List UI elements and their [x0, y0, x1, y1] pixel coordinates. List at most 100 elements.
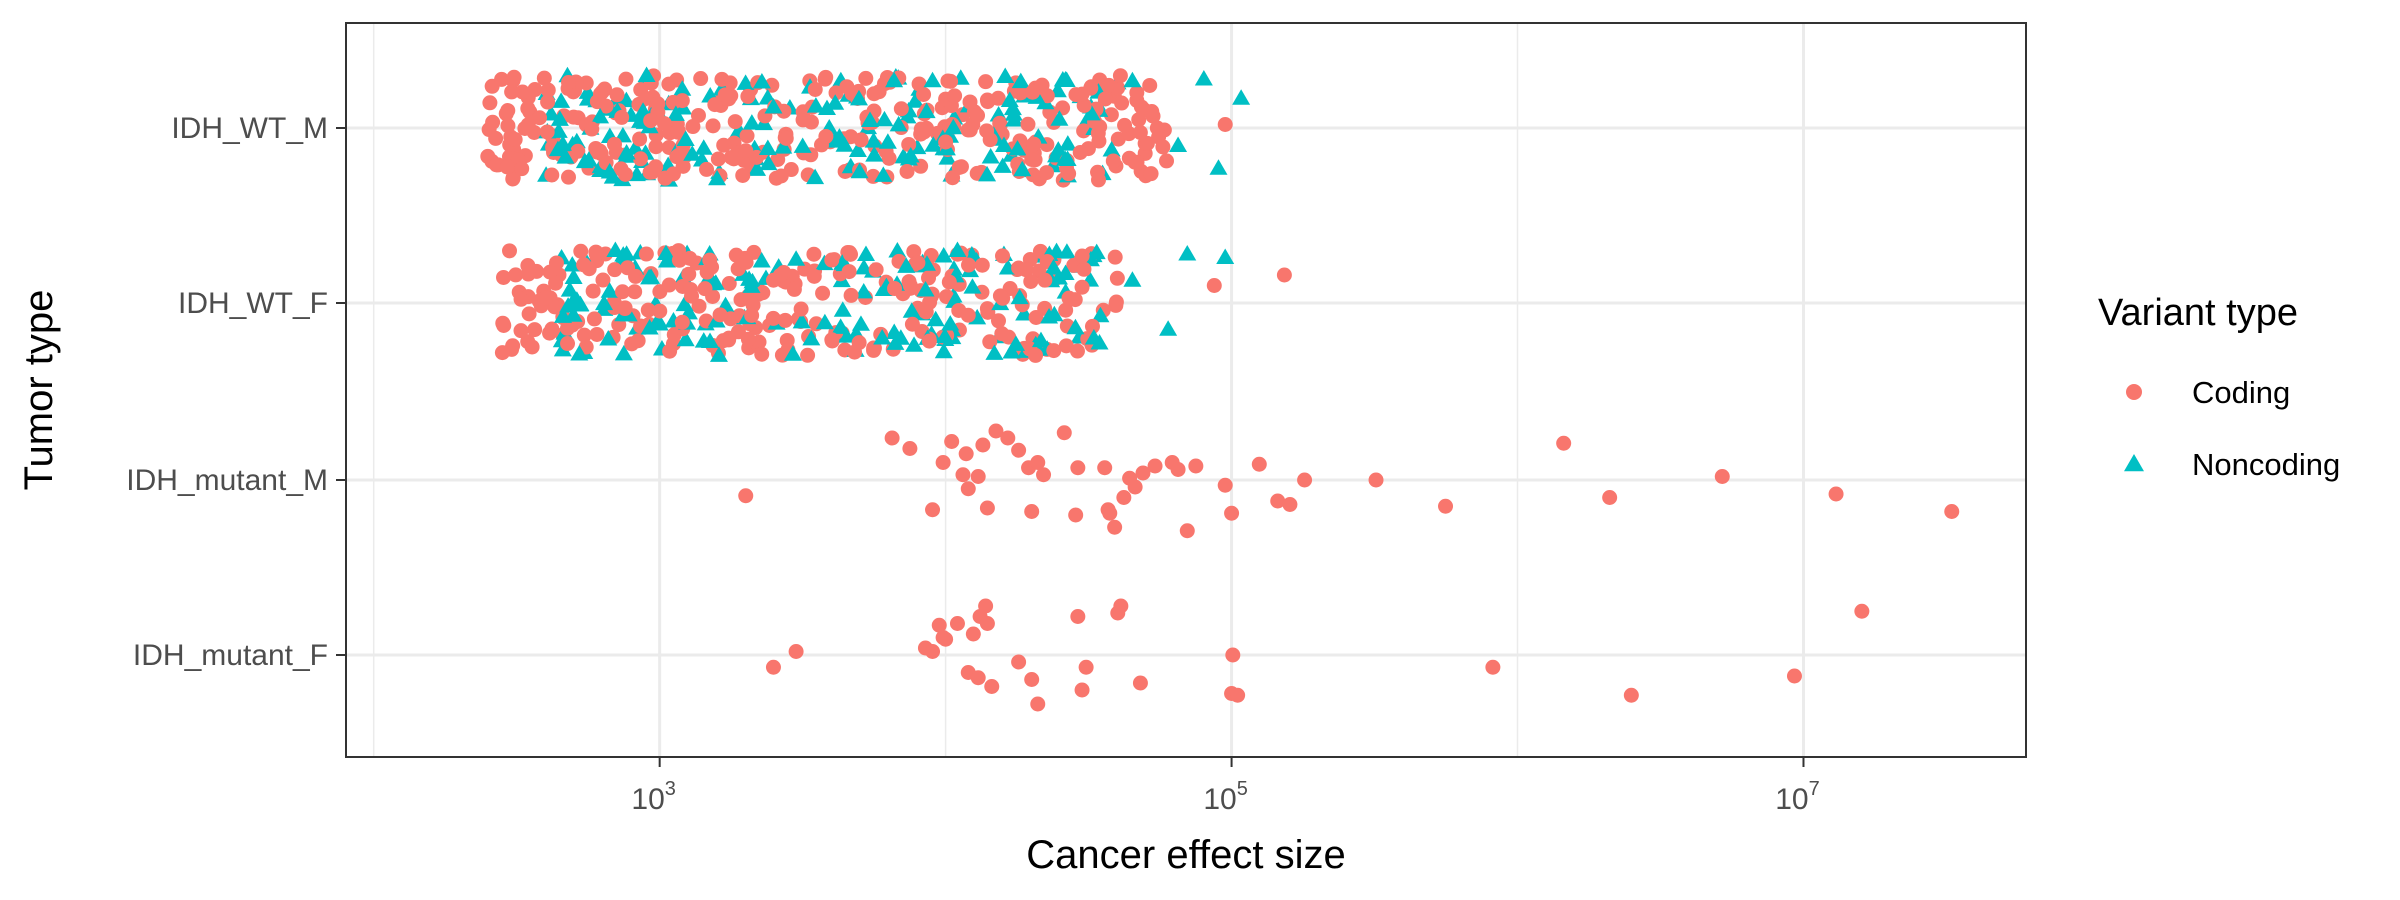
data-point-coding: [617, 301, 633, 317]
data-point-noncoding: [835, 136, 854, 152]
data-point-coding: [1061, 166, 1077, 182]
data-point-noncoding: [1123, 271, 1142, 287]
legend-title: Variant type: [2098, 292, 2298, 334]
data-point-coding: [630, 333, 646, 349]
data-point-coding: [727, 114, 743, 130]
data-point-coding: [1142, 77, 1158, 93]
data-point-noncoding: [591, 107, 610, 124]
data-point-noncoding: [934, 246, 953, 263]
data-point-coding: [786, 281, 802, 297]
data-point-noncoding: [889, 115, 908, 132]
data-point-coding: [980, 304, 996, 320]
data-point-noncoding: [1031, 331, 1050, 348]
data-point-coding: [1230, 687, 1246, 703]
data-point-coding: [1217, 117, 1233, 132]
data-point-coding: [500, 103, 516, 119]
data-point-coding: [1097, 460, 1113, 476]
data-point-coding: [795, 112, 811, 128]
data-point-coding: [1129, 85, 1145, 101]
data-point-coding: [1013, 85, 1029, 101]
y-tick-label: IDH_WT_F: [178, 287, 328, 320]
data-point-noncoding: [875, 110, 894, 127]
data-point-coding: [960, 307, 976, 323]
legend-label-noncoding: Noncoding: [2192, 447, 2340, 482]
data-point-noncoding: [666, 105, 685, 121]
data-point-coding: [536, 70, 552, 86]
data-point-noncoding: [1066, 318, 1085, 335]
data-point-noncoding: [815, 313, 834, 330]
data-point-coding: [1132, 675, 1148, 691]
data-point-coding: [935, 455, 951, 470]
data-point-coding: [699, 161, 715, 177]
data-point-coding: [958, 446, 974, 462]
data-point-coding: [1131, 112, 1147, 128]
data-point-noncoding: [994, 136, 1013, 152]
data-point-noncoding: [627, 165, 646, 182]
data-point-coding: [589, 326, 605, 342]
data-point-coding: [542, 264, 558, 280]
data-point-noncoding: [1102, 140, 1121, 157]
data-point-coding: [1147, 458, 1163, 474]
data-point-coding: [904, 316, 920, 332]
data-point-coding: [1107, 519, 1123, 535]
data-point-coding: [738, 488, 754, 504]
data-point-noncoding: [600, 163, 619, 179]
data-point-coding: [1485, 659, 1501, 675]
data-point-noncoding: [948, 241, 967, 257]
y-tick-label: IDH_mutant_M: [126, 464, 328, 497]
data-point-noncoding: [683, 145, 702, 161]
data-point-coding: [485, 114, 501, 130]
data-point-noncoding: [944, 118, 963, 135]
data-point-coding: [615, 284, 631, 300]
data-point-coding: [1023, 273, 1039, 289]
data-point-coding: [661, 277, 677, 293]
data-point-coding: [500, 118, 516, 134]
data-point-coding: [841, 264, 857, 280]
data-point-noncoding: [888, 241, 907, 258]
data-point-coding: [916, 86, 932, 102]
data-point-noncoding: [1178, 245, 1197, 261]
data-point-coding: [970, 107, 986, 123]
plot-border: [345, 22, 2027, 758]
data-point-coding: [916, 124, 932, 140]
data-point-noncoding: [1044, 258, 1063, 275]
data-point-coding: [570, 143, 586, 159]
data-point-coding: [584, 121, 600, 137]
data-point-coding: [1011, 442, 1027, 458]
data-point-coding: [1036, 467, 1052, 483]
data-point-noncoding: [575, 152, 594, 169]
data-point-coding: [901, 274, 917, 290]
data-point-coding: [1030, 696, 1046, 712]
data-point-coding: [818, 69, 834, 85]
data-point-noncoding: [886, 334, 905, 350]
data-point-coding: [1135, 465, 1151, 481]
data-point-coding: [607, 262, 623, 278]
data-point-coding: [566, 109, 582, 125]
data-point-noncoding: [571, 295, 590, 312]
data-point-noncoding: [599, 330, 618, 346]
data-point-noncoding: [865, 146, 884, 162]
data-point-noncoding: [553, 135, 572, 151]
data-point-noncoding: [831, 318, 850, 334]
data-point-coding: [499, 159, 515, 175]
data-point-noncoding: [626, 139, 645, 155]
data-point-coding: [978, 74, 994, 90]
data-point-coding: [881, 150, 897, 166]
data-point-coding: [735, 167, 751, 183]
data-point-noncoding: [854, 282, 873, 299]
data-point-coding: [685, 119, 701, 135]
data-point-noncoding: [1049, 141, 1068, 157]
data-point-coding: [868, 262, 884, 278]
data-point-coding: [949, 616, 965, 631]
data-point-coding: [656, 116, 672, 132]
data-point-noncoding: [764, 98, 783, 114]
y-tick-label: IDH_WT_M: [171, 112, 328, 145]
data-point-coding: [1108, 294, 1124, 310]
data-point-noncoding: [1005, 111, 1024, 127]
legend-key-noncoding: [2124, 454, 2144, 472]
x-axis-title: Cancer effect size: [1026, 833, 1345, 877]
data-point-noncoding: [595, 294, 614, 311]
data-point-coding: [992, 117, 1008, 133]
data-point-coding: [674, 93, 690, 109]
data-point-coding: [682, 250, 698, 266]
